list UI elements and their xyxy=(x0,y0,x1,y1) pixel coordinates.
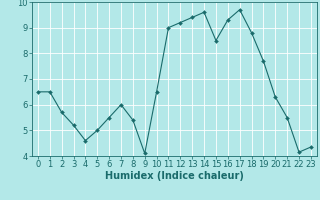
X-axis label: Humidex (Indice chaleur): Humidex (Indice chaleur) xyxy=(105,171,244,181)
